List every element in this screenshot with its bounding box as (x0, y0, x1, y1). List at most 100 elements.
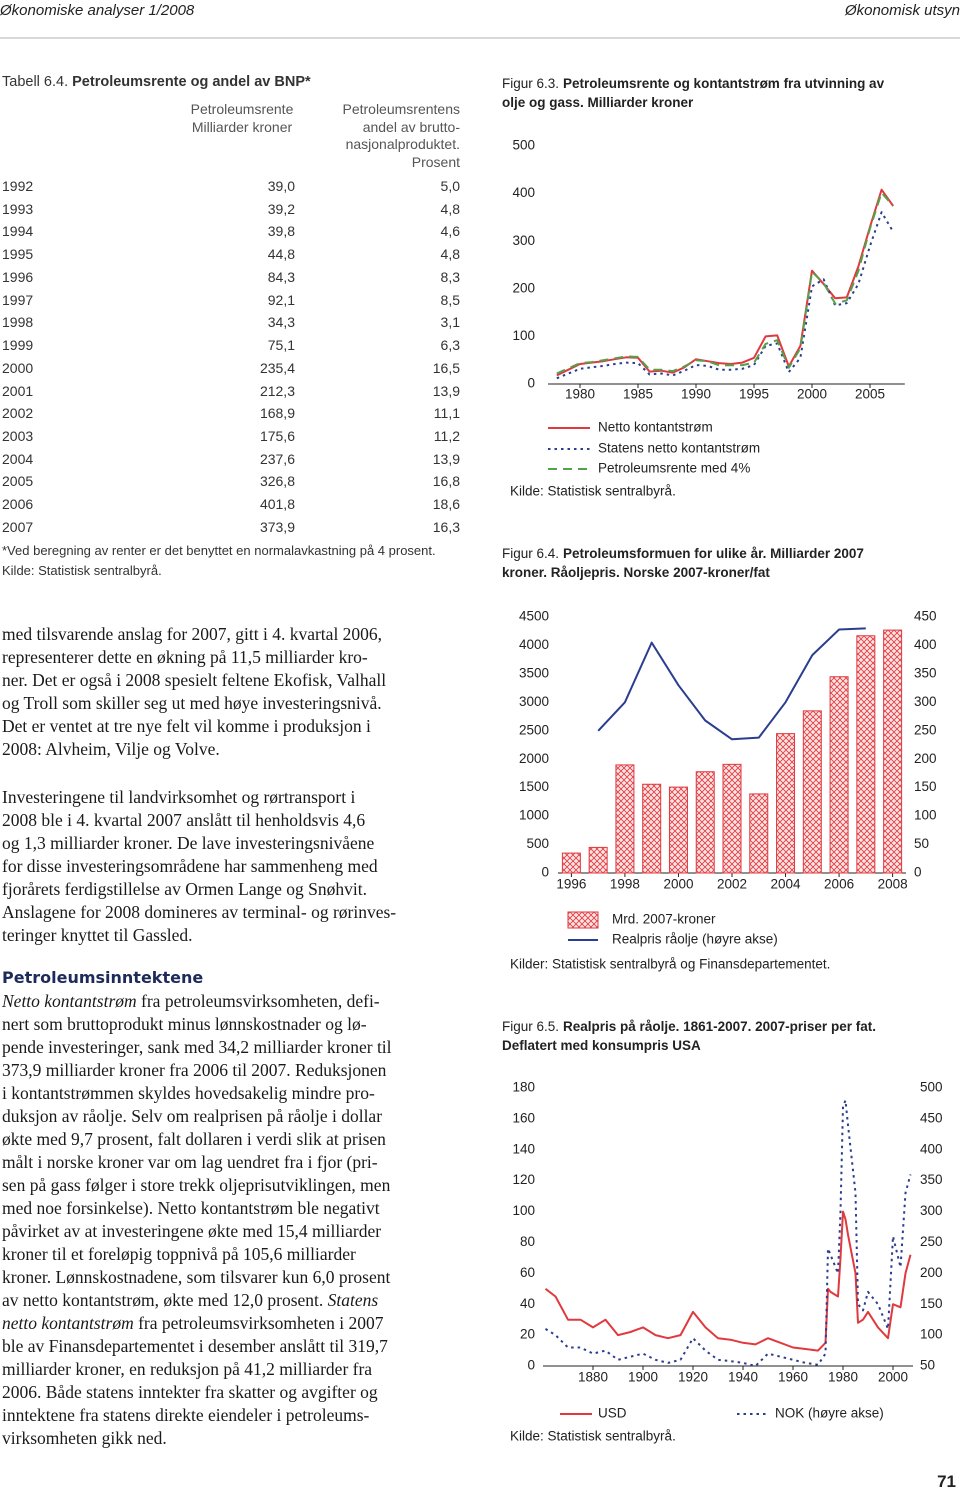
y-tick-label: 4500 (519, 609, 549, 624)
figure-label: Figur 6.3. (502, 76, 559, 91)
cell: 212,3 (259, 382, 295, 399)
row-year: 2005 (2, 473, 34, 490)
cell: 4,8 (440, 200, 460, 217)
y2-tick-label: 0 (914, 865, 922, 880)
y2-tick-label: 150 (914, 779, 937, 794)
figure-label: Figur 6.5. (502, 1019, 559, 1034)
text-line: ner. Det er også i 2008 spesielt feltene… (2, 670, 387, 690)
column-header: andel av brutto- (362, 118, 460, 135)
text-run: fra petroleumsvirksomheten i 2007 (133, 1313, 384, 1333)
header-left: Økonomiske analyser 1/2008 (0, 2, 195, 19)
y-tick-label: 400 (512, 185, 535, 200)
y-tick-label: 60 (520, 1265, 535, 1280)
cell: 34,3 (267, 314, 295, 331)
bar (561, 852, 581, 874)
cell: 6,3 (440, 337, 460, 354)
text-line: Netto kontantstrøm fra petroleumsvirksom… (2, 990, 380, 1013)
y-tick-label: 100 (512, 1203, 535, 1218)
legend-label: Mrd. 2007-kroner (612, 912, 716, 927)
text-line: representerer dette en økning på 11,5 mi… (2, 647, 368, 667)
y-tick-label: 80 (520, 1234, 535, 1249)
text-line: kroner. Lønnskostnadene, som tilsvarer k… (2, 1267, 391, 1287)
italic-run: Netto kontantstrøm (2, 991, 137, 1011)
y2-tick-label: 50 (920, 1358, 935, 1373)
text-line: pende investeringer, sank med 34,2 milli… (2, 1037, 392, 1057)
table-note: Kilde: Statistisk sentralbyrå. (2, 563, 162, 578)
x-tick-label: 2006 (824, 877, 854, 892)
line-series (556, 211, 895, 380)
text-line: teringer knyttet til Gassled. (2, 925, 193, 945)
x-tick-label: 1980 (828, 1370, 858, 1385)
figure-source: Kilder: Statistisk sentralbyrå og Finans… (510, 957, 830, 972)
y2-tick-label: 500 (920, 1080, 943, 1095)
x-tick-label: 1920 (678, 1370, 708, 1385)
x-tick-label: 2000 (878, 1370, 908, 1385)
row-year: 1998 (2, 314, 34, 331)
cell: 373,9 (259, 518, 295, 535)
bar (642, 783, 662, 874)
table-note: *Ved beregning av renter er det benyttet… (2, 543, 436, 558)
figure-label: Figur 6.4. (502, 546, 559, 561)
y2-tick-label: 400 (920, 1141, 943, 1156)
bar (695, 771, 715, 874)
text-line: 2008 ble i 4. kvartal 2007 anslått til h… (2, 810, 366, 830)
x-tick-label: 1995 (739, 387, 769, 402)
cell: 237,6 (259, 450, 295, 467)
text-line: milliarder kroner, en reduksjon på 41,2 … (2, 1359, 373, 1379)
cell: 16,3 (432, 518, 460, 535)
text-line: med tilsvarende anslag for 2007, gitt i … (2, 624, 383, 644)
text-line: inntektene fra statens direkte eiendeler… (2, 1405, 370, 1425)
cell: 4,6 (440, 223, 460, 240)
row-year: 1994 (2, 223, 34, 240)
x-tick-label: 1900 (628, 1370, 658, 1385)
text-line: sen på gass følger i store trekk oljepri… (2, 1175, 391, 1195)
bar (856, 635, 876, 874)
column-header: Petroleumsrente (190, 101, 294, 117)
figure-source: Kilde: Statistisk sentralbyrå. (510, 484, 676, 499)
legend-label: NOK (høyre akse) (775, 1406, 884, 1421)
figure-title-line: Petroleumsrente og kontantstrøm fra utvi… (563, 76, 885, 91)
figure-title: Figur 6.4. Petroleumsformuen for ulike år… (502, 546, 864, 580)
column-header: Petroleumsrentens (342, 101, 460, 117)
text-line: 2006. Både statens inntekter fra skatter… (2, 1382, 378, 1402)
cell: 39,0 (267, 178, 295, 194)
y-tick-label: 1000 (519, 808, 549, 823)
text-line: og Troll som skiller seg ut med høye inv… (2, 693, 382, 713)
cell: 235,4 (259, 359, 295, 376)
text-line: ble av Finansdepartementet i desember an… (2, 1336, 388, 1356)
y-tick-label: 300 (512, 233, 535, 248)
text-line: 2008: Alvheim, Vilje og Volve. (2, 739, 220, 759)
y-tick-label: 180 (512, 1080, 535, 1095)
figure-title-line: olje og gass. Milliarder kroner (502, 95, 694, 110)
x-tick-label: 1985 (623, 387, 653, 402)
figure-title-line: Deflatert med konsumpris USA (502, 1038, 701, 1053)
cell: 8,3 (440, 268, 460, 285)
text-line: Det er ventet at tre nye felt vil komme … (2, 716, 371, 736)
text-line: Investeringene til landvirksomhet og rør… (2, 787, 356, 807)
y2-tick-label: 150 (920, 1296, 943, 1311)
row-year: 2003 (2, 428, 34, 445)
cell: 326,8 (259, 473, 295, 490)
y-tick-label: 2500 (519, 722, 549, 737)
x-tick-label: 1940 (728, 1370, 758, 1385)
text-line: 373,9 milliarder kroner fra 2006 til 200… (2, 1060, 387, 1080)
legend-label: USD (598, 1406, 627, 1421)
row-year: 1999 (2, 337, 34, 354)
row-year: 1992 (2, 178, 34, 194)
y2-tick-label: 450 (914, 609, 937, 624)
legend-label: Netto kontantstrøm (598, 420, 713, 435)
bar (749, 793, 769, 874)
y-tick-label: 140 (512, 1141, 535, 1156)
bar (802, 710, 822, 874)
row-year: 1997 (2, 291, 34, 308)
figure-title: Figur 6.3. Petroleumsrente og kontantstrø… (502, 76, 885, 110)
cell: 39,8 (267, 223, 295, 240)
y2-tick-label: 350 (920, 1172, 943, 1187)
y2-tick-label: 100 (914, 808, 937, 823)
text-line: for disse investeringsområdene har samme… (2, 856, 378, 876)
x-tick-label: 1960 (778, 1370, 808, 1385)
y-tick-label: 4000 (519, 637, 549, 652)
line-series (544, 1099, 912, 1367)
text-line: målt i norske kroner var om lag uendret … (2, 1152, 378, 1172)
